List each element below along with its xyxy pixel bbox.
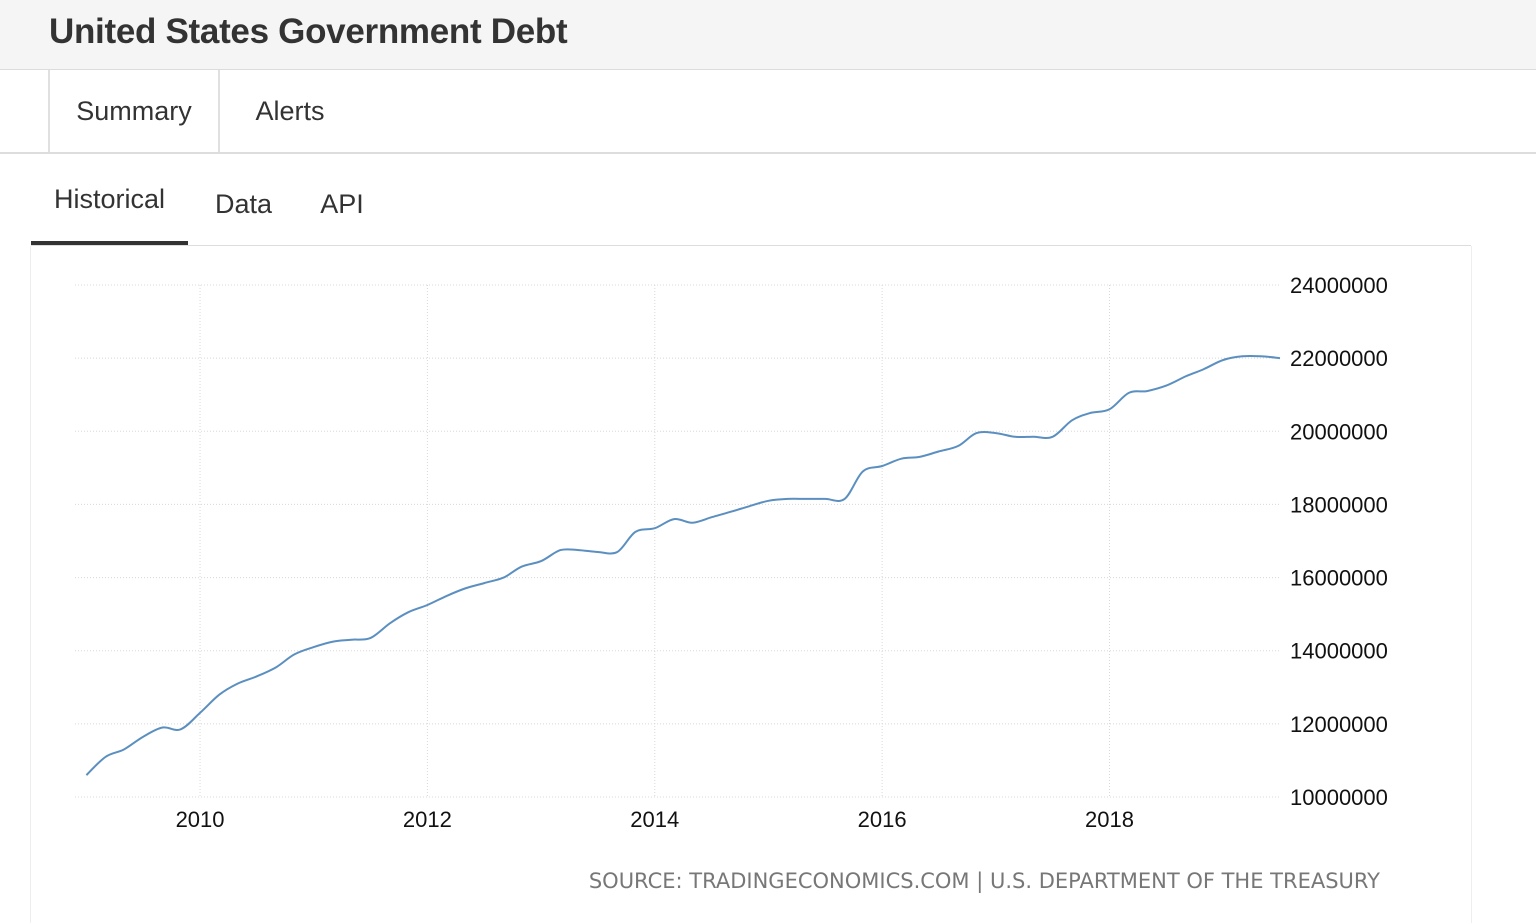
y-tick-label: 14000000 [1290,639,1388,664]
tab-historical[interactable]: Historical [31,154,188,245]
y-tick-label: 10000000 [1290,785,1388,810]
series-line [85,354,1281,776]
debt-line-chart: 24000000 22000000 20000000 18000000 16000000… [75,273,1388,894]
y-axis-ticks: 24000000 22000000 20000000 18000000 16000000… [1290,273,1388,810]
tab-api[interactable]: API [320,189,364,219]
y-tick-label: 18000000 [1290,492,1388,517]
x-tick-label: 2014 [630,807,679,832]
chart-source: SOURCE: TRADINGECONOMICS.COM | U.S. DEPA… [589,869,1380,894]
x-tick-label: 2018 [1085,807,1134,832]
y-tick-label: 16000000 [1290,566,1388,591]
title-bar: United States Government Debt [0,0,1536,70]
x-tick-label: 2016 [858,807,907,832]
main-nav: Summary Alerts [0,70,1536,154]
chart-panel: 24000000 22000000 20000000 18000000 16000000… [31,246,1471,923]
tab-summary[interactable]: Summary [48,70,220,152]
y-tick-label: 24000000 [1290,273,1388,298]
x-axis-ticks: 2010 2012 2014 2016 2018 [176,807,1134,832]
series-layer [85,354,1281,776]
tab-alerts[interactable]: Alerts [255,95,325,126]
y-tick-label: 22000000 [1290,346,1388,371]
grid-layer [75,284,1280,798]
x-tick-label: 2012 [403,807,452,832]
tab-data[interactable]: Data [214,189,273,219]
chart-subtabs: Historical Data API [31,154,1471,246]
page-title: United States Government Debt [49,12,568,51]
y-tick-label: 12000000 [1290,712,1388,737]
y-tick-label: 20000000 [1290,419,1388,444]
x-tick-label: 2010 [176,807,225,832]
